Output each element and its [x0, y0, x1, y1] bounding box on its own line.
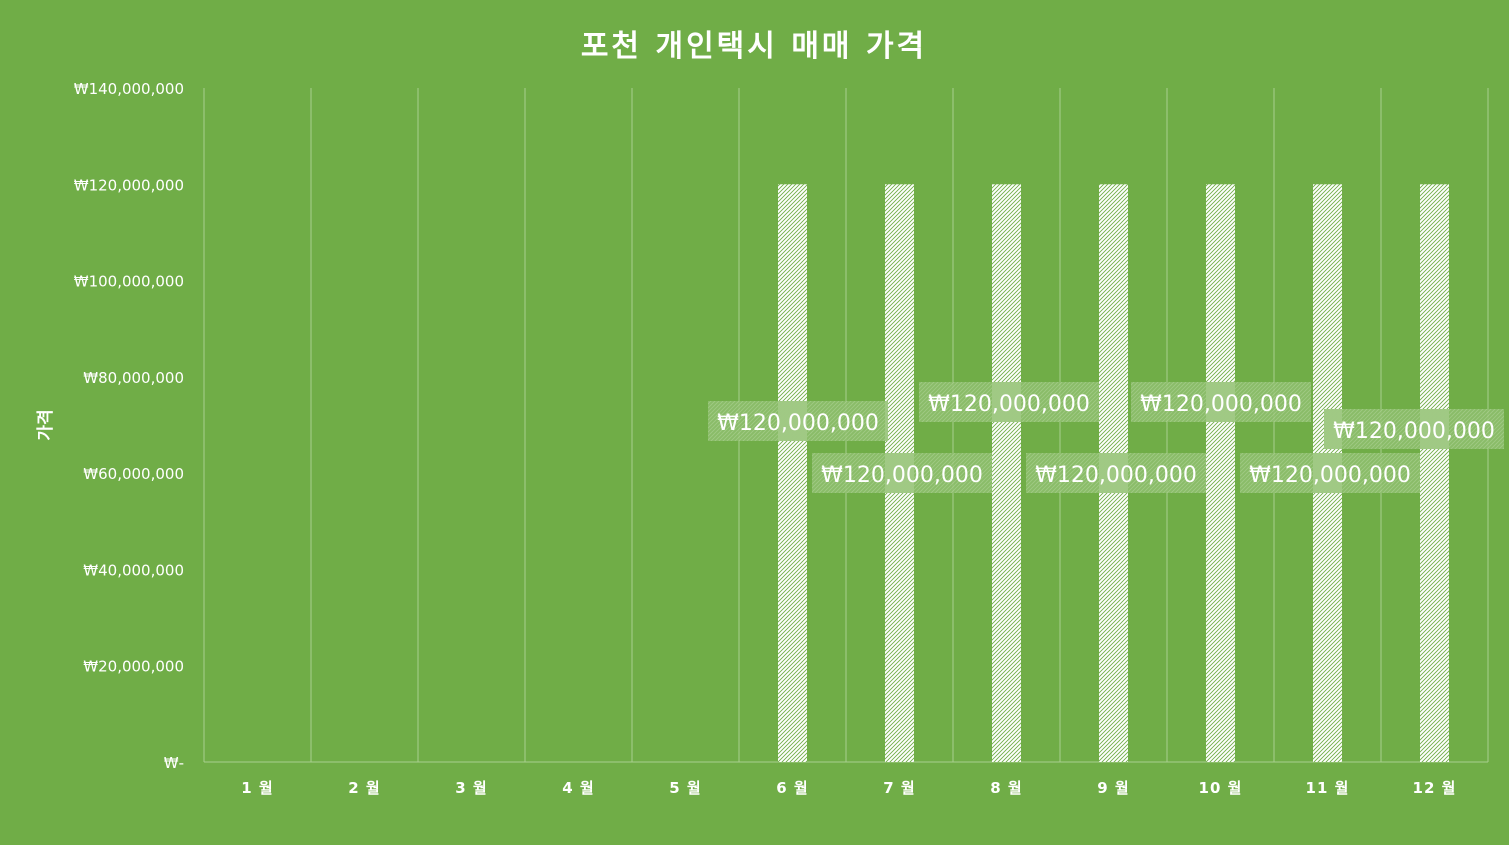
x-tick-label: 4 월	[562, 779, 594, 797]
data-label-box	[1131, 382, 1311, 422]
data-label-box	[812, 453, 992, 493]
data-label: ₩120,000,000	[928, 392, 1090, 417]
data-label: ₩120,000,000	[1035, 463, 1197, 488]
y-tick-label: ₩20,000,000	[83, 658, 184, 676]
data-label: ₩120,000,000	[821, 463, 983, 488]
y-tick-label: ₩40,000,000	[83, 561, 184, 579]
data-label-box	[919, 382, 1099, 422]
data-label: ₩120,000,000	[717, 411, 879, 436]
x-tick-label: 1 월	[241, 779, 273, 797]
y-tick-label: ₩60,000,000	[83, 465, 184, 483]
bar	[1420, 184, 1449, 763]
y-tick-label: ₩120,000,000	[74, 176, 184, 194]
x-tick-label: 2 월	[348, 779, 380, 797]
y-axis-ticks: ₩- ₩20,000,000 ₩40,000,000 ₩60,000,000 ₩80,0…	[74, 80, 184, 772]
x-tick-label: 3 월	[455, 779, 487, 797]
bar	[1206, 184, 1235, 763]
y-tick-label: ₩-	[164, 754, 184, 772]
x-tick-label: 12 월	[1413, 779, 1457, 797]
data-label: ₩120,000,000	[1333, 419, 1495, 444]
y-tick-label: ₩100,000,000	[74, 273, 184, 291]
data-labels: ₩120,000,000 ₩120,000,000 ₩120,000,000 ₩120…	[708, 382, 1504, 493]
x-tick-label: 10 월	[1199, 779, 1243, 797]
data-label: ₩120,000,000	[1140, 392, 1302, 417]
data-label-box	[1026, 453, 1206, 493]
y-axis-title: 가격	[36, 409, 56, 440]
data-label-box	[1240, 453, 1420, 493]
x-tick-label: 6 월	[776, 779, 808, 797]
data-label-box	[708, 401, 888, 441]
data-label-box	[1324, 409, 1504, 449]
y-tick-label: ₩80,000,000	[83, 369, 184, 387]
x-tick-label: 11 월	[1306, 779, 1350, 797]
x-tick-label: 5 월	[669, 779, 701, 797]
data-label: ₩120,000,000	[1249, 463, 1411, 488]
x-tick-label: 9 월	[1097, 779, 1129, 797]
chart-title: 포천 개인택시 매매 가격	[581, 29, 927, 64]
y-tick-label: ₩140,000,000	[74, 80, 184, 98]
x-tick-label: 8 월	[990, 779, 1022, 797]
x-tick-label: 7 월	[883, 779, 915, 797]
bar	[778, 184, 807, 763]
x-axis-ticks: 1 월 2 월 3 월 4 월 5 월 6 월 7 월 8 월 9 월 10 월 11 월 12 월	[241, 779, 1457, 797]
bar	[992, 184, 1021, 763]
